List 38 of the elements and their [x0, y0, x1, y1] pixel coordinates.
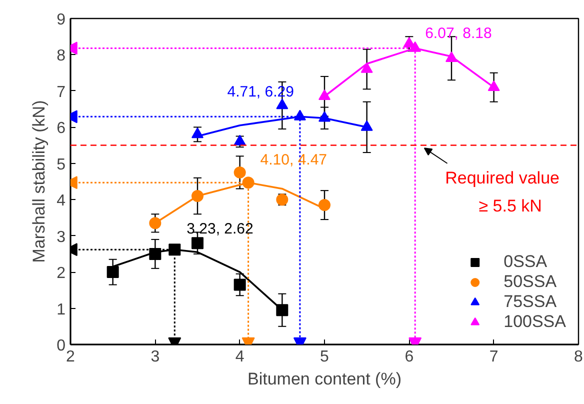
point [234, 166, 246, 178]
legend-label: 50SSA [504, 272, 557, 292]
x-tick-label: 5 [320, 348, 330, 366]
x-axis-title: Bitumen content (%) [247, 370, 402, 388]
x-tick-label: 4 [235, 348, 244, 366]
point [234, 278, 246, 291]
y-axis-title: Marshall stability (kN) [30, 100, 49, 263]
y-tick-label: 9 [56, 12, 66, 28]
y-tick-label: 4 [56, 192, 66, 210]
point [234, 134, 246, 146]
y-tick-label: 7 [56, 84, 66, 101]
annotation: 3.23, 2.62 [186, 220, 254, 238]
point [318, 199, 330, 212]
annotation: 4.10, 4.47 [260, 152, 328, 169]
legend-label: 75SSA [504, 292, 557, 312]
annotation: 6.07, 8.18 [425, 25, 492, 42]
point [360, 62, 373, 73]
y-tick-label: 8 [56, 48, 66, 65]
point [488, 80, 500, 91]
point [276, 304, 288, 316]
point [106, 266, 119, 278]
x-tick-label: 8 [574, 348, 584, 366]
point [192, 237, 204, 250]
point [276, 98, 288, 110]
legend-label: 100SSA [504, 312, 566, 332]
point [360, 120, 373, 131]
y-tick-label: 3 [56, 228, 66, 246]
y-tick-label: 0 [56, 338, 66, 354]
ref-line-label: Required value ≥ 5.5 kN [445, 168, 560, 216]
y-tick-label: 1 [56, 301, 66, 318]
y-tick-label: 2 [56, 265, 66, 282]
x-tick-label: 7 [489, 348, 498, 366]
x-tick-label: 3 [150, 348, 160, 366]
point [149, 217, 162, 230]
x-tick-label: 6 [404, 348, 414, 366]
y-tick-label: 5 [56, 156, 66, 174]
y-tick-label: 6 [56, 120, 66, 138]
legend-label: 0SSA [504, 252, 548, 272]
